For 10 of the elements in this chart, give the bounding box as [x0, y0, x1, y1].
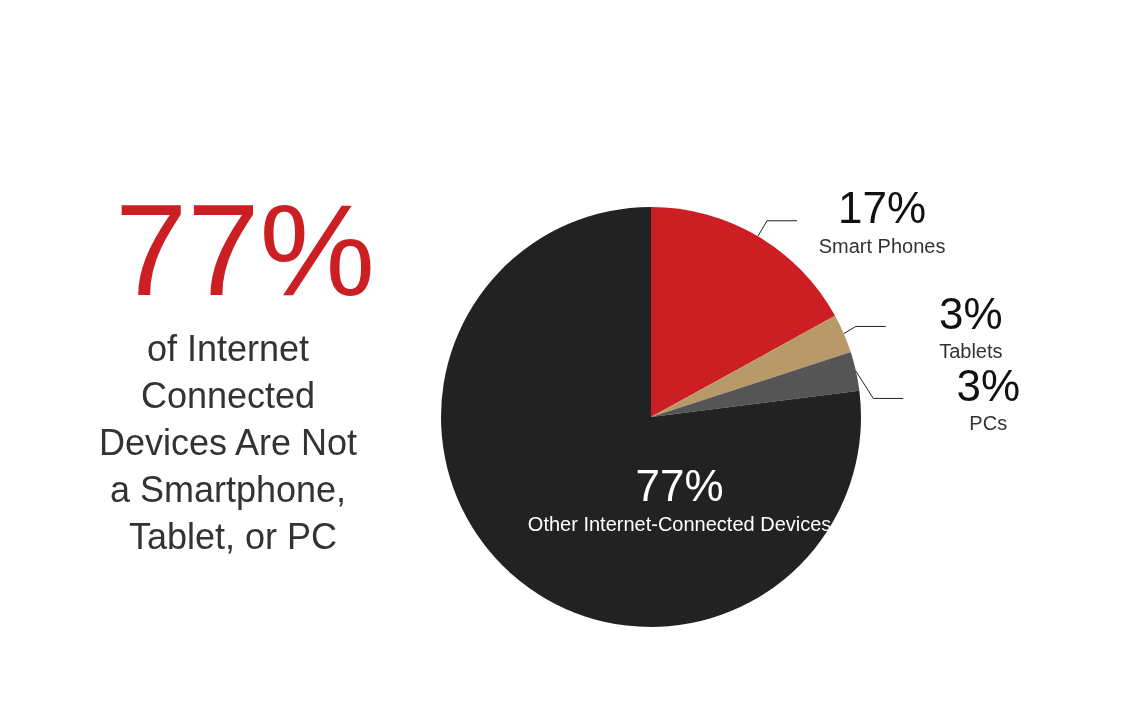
data-label: 17%: [838, 183, 927, 233]
slice-label: Tablets: [939, 340, 1003, 363]
slice-label: Smart Phones: [818, 234, 946, 257]
slice-label: PCs: [969, 412, 1008, 435]
data-label: 3%: [956, 360, 1021, 410]
chart-title: 77%: [114, 177, 376, 323]
slice-label: Other Internet-Connected Devices: [527, 513, 832, 536]
data-label: 3%: [939, 288, 1003, 338]
data-label: 77%: [635, 460, 724, 510]
text: of Internet Connected Devices Are Not a Smartphone, Tablet, or PC: [98, 328, 368, 557]
